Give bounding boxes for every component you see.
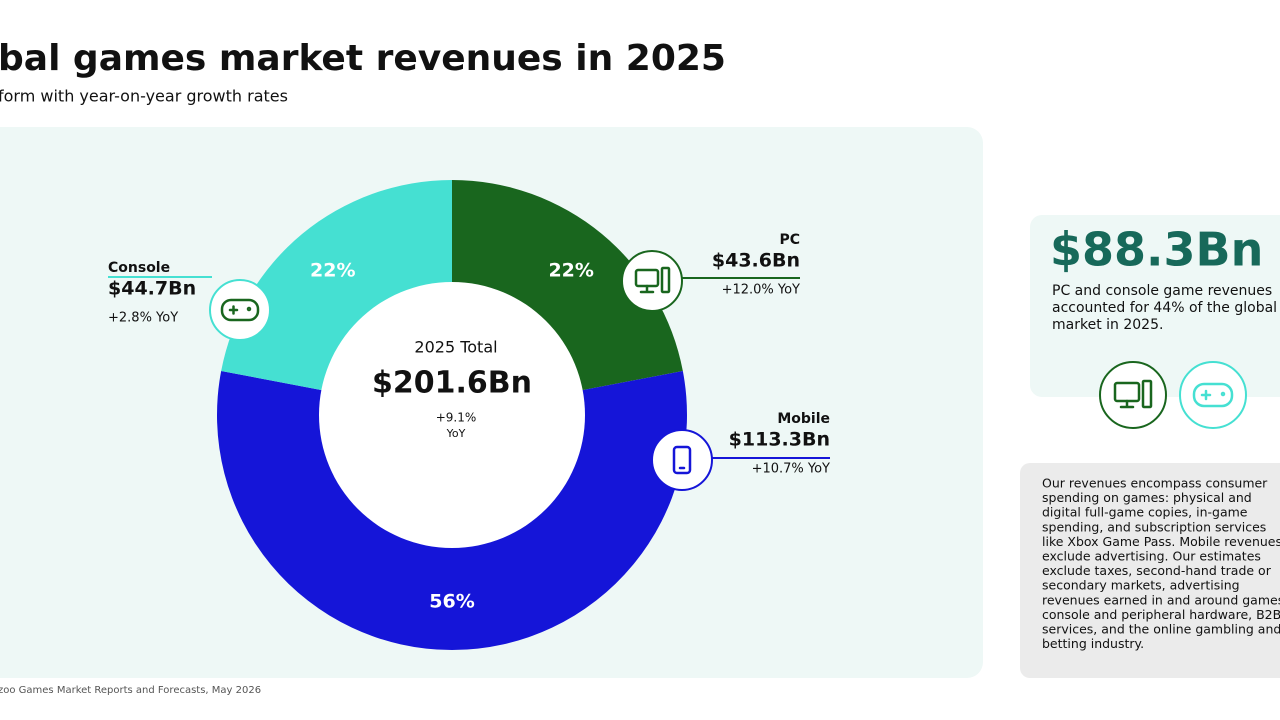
note-text: exclude advertising. Our estimates <box>1042 549 1261 564</box>
side-text: accounted for 44% of the global <box>1052 300 1277 316</box>
note-text: Our revenues encompass consumer <box>1042 476 1268 491</box>
slice-label: 22% <box>548 259 593 281</box>
mobile-icon <box>651 429 713 491</box>
side-card <box>1030 215 1280 397</box>
slice-label: 56% <box>429 591 474 613</box>
subtitle: form with year-on-year growth rates <box>0 87 288 106</box>
donut-hole <box>319 282 585 548</box>
note-text: console and peripheral hardware, B2B <box>1042 607 1280 622</box>
side-console-glyph <box>1192 382 1234 408</box>
segment-name: PC <box>779 232 800 248</box>
note-text: like Xbox Game Pass. Mobile revenues <box>1042 534 1280 549</box>
note-text: spending on games: physical and <box>1042 490 1252 505</box>
side-pc-glyph <box>1113 379 1153 409</box>
segment-name: Console <box>108 260 170 276</box>
mobile-icon-glyph <box>672 445 692 475</box>
segment-growth: +12.0% YoY <box>722 283 800 298</box>
note-text: digital full-game copies, in-game <box>1042 505 1248 520</box>
note-text: revenues earned in and around games <box>1042 592 1280 607</box>
side-text: PC and console game revenues <box>1052 283 1272 299</box>
title: bal games market revenues in 2025 <box>0 38 726 79</box>
slice-label: 22% <box>310 259 355 281</box>
side-text: market in 2025. <box>1052 317 1163 333</box>
segment-revenue: $43.6Bn <box>712 250 800 272</box>
note-text: spending, and subscription services <box>1042 519 1266 534</box>
note-text: secondary markets, advertising <box>1042 578 1240 593</box>
side-value: $88.3Bn <box>1050 223 1263 277</box>
center-value: $201.6Bn <box>372 366 532 401</box>
console-icon-glyph <box>220 298 260 322</box>
pc-icon-glyph <box>634 266 671 294</box>
note-box <box>1020 463 1280 678</box>
console-icon <box>209 279 271 341</box>
center-label: 2025 Total <box>414 338 497 357</box>
segment-revenue: $44.7Bn <box>108 278 196 300</box>
note-text: services, and the online gambling and <box>1042 622 1280 637</box>
center-unit: YoY <box>446 427 466 440</box>
pc-icon <box>621 250 683 312</box>
segment-growth: +10.7% YoY <box>752 462 830 477</box>
note-text: exclude taxes, second-hand trade or <box>1042 563 1272 578</box>
side-pc-icon <box>1099 361 1167 429</box>
source: zoo Games Market Reports and Forecasts, … <box>0 685 261 696</box>
side-console-icon <box>1179 361 1247 429</box>
segment-name: Mobile <box>777 411 830 427</box>
center-growth: +9.1% <box>436 411 477 425</box>
note-text: betting industry. <box>1042 636 1144 651</box>
segment-revenue: $113.3Bn <box>729 429 830 451</box>
segment-growth: +2.8% YoY <box>108 311 178 326</box>
